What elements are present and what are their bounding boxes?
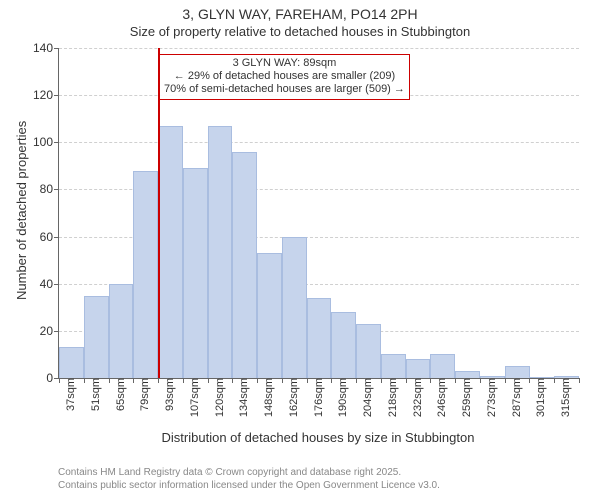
annotation-box: 3 GLYN WAY: 89sqm← 29% of detached house… xyxy=(159,54,410,100)
xtick-mark xyxy=(84,378,85,383)
bar xyxy=(109,284,134,378)
xtick-label: 93sqm xyxy=(160,378,176,411)
annotation-line: ← 29% of detached houses are smaller (20… xyxy=(164,70,405,83)
xtick-mark xyxy=(406,378,407,383)
histogram-chart: 3, GLYN WAY, FAREHAM, PO14 2PH Size of p… xyxy=(0,0,600,500)
annotation-line: 70% of semi-detached houses are larger (… xyxy=(164,83,405,96)
xtick-mark xyxy=(307,378,308,383)
xtick-label: 287sqm xyxy=(507,378,523,417)
xtick-mark xyxy=(109,378,110,383)
ytick-label: 80 xyxy=(40,182,59,196)
xtick-label: 37sqm xyxy=(61,378,77,411)
ytick-label: 40 xyxy=(40,277,59,291)
y-axis-label: Number of detached properties xyxy=(14,121,29,300)
ytick-label: 100 xyxy=(33,135,59,149)
bar xyxy=(282,237,307,378)
xtick-label: 79sqm xyxy=(135,378,151,411)
xtick-mark xyxy=(282,378,283,383)
xtick-label: 134sqm xyxy=(234,378,250,417)
xtick-label: 204sqm xyxy=(358,378,374,417)
bar xyxy=(133,171,158,378)
xtick-label: 246sqm xyxy=(432,378,448,417)
xtick-label: 148sqm xyxy=(259,378,275,417)
xtick-label: 162sqm xyxy=(284,378,300,417)
bar xyxy=(430,354,455,378)
xtick-label: 107sqm xyxy=(185,378,201,417)
annotation-line: 3 GLYN WAY: 89sqm xyxy=(164,57,405,70)
bar xyxy=(307,298,332,378)
bar xyxy=(158,126,183,378)
footnote-line: Contains public sector information licen… xyxy=(58,479,440,492)
bar xyxy=(356,324,381,378)
ytick-label: 0 xyxy=(46,371,59,385)
xtick-label: 218sqm xyxy=(383,378,399,417)
plot-area: 020406080100120140 3 GLYN WAY: 89sqm← 29… xyxy=(58,48,579,379)
xtick-label: 315sqm xyxy=(556,378,572,417)
bar xyxy=(208,126,233,378)
xtick-label: 176sqm xyxy=(309,378,325,417)
chart-title-line1: 3, GLYN WAY, FAREHAM, PO14 2PH xyxy=(0,6,600,22)
bar xyxy=(505,366,530,378)
ytick-label: 140 xyxy=(33,41,59,55)
bar xyxy=(331,312,356,378)
xtick-label: 120sqm xyxy=(210,378,226,417)
ytick-label: 20 xyxy=(40,324,59,338)
xtick-mark xyxy=(579,378,580,383)
xtick-mark xyxy=(183,378,184,383)
xtick-label: 51sqm xyxy=(86,378,102,411)
xtick-label: 273sqm xyxy=(482,378,498,417)
bar xyxy=(232,152,257,378)
bar xyxy=(183,168,208,378)
footnote-line: Contains HM Land Registry data © Crown c… xyxy=(58,466,440,479)
bar xyxy=(59,347,84,378)
xtick-mark xyxy=(480,378,481,383)
xtick-mark xyxy=(158,378,159,383)
footnote: Contains HM Land Registry data © Crown c… xyxy=(58,466,440,492)
xtick-mark xyxy=(257,378,258,383)
bar xyxy=(84,296,109,379)
xtick-mark xyxy=(381,378,382,383)
x-axis-label: Distribution of detached houses by size … xyxy=(58,430,578,445)
xtick-mark xyxy=(59,378,60,383)
xtick-label: 301sqm xyxy=(531,378,547,417)
xtick-label: 259sqm xyxy=(457,378,473,417)
xtick-label: 190sqm xyxy=(333,378,349,417)
ytick-label: 60 xyxy=(40,230,59,244)
bar xyxy=(455,371,480,378)
bar xyxy=(381,354,406,378)
ytick-label: 120 xyxy=(33,88,59,102)
xtick-mark xyxy=(208,378,209,383)
xtick-mark xyxy=(505,378,506,383)
xtick-mark xyxy=(356,378,357,383)
chart-title-line2: Size of property relative to detached ho… xyxy=(0,24,600,39)
xtick-label: 65sqm xyxy=(111,378,127,411)
xtick-label: 232sqm xyxy=(408,378,424,417)
bar xyxy=(406,359,431,378)
bar xyxy=(257,253,282,378)
